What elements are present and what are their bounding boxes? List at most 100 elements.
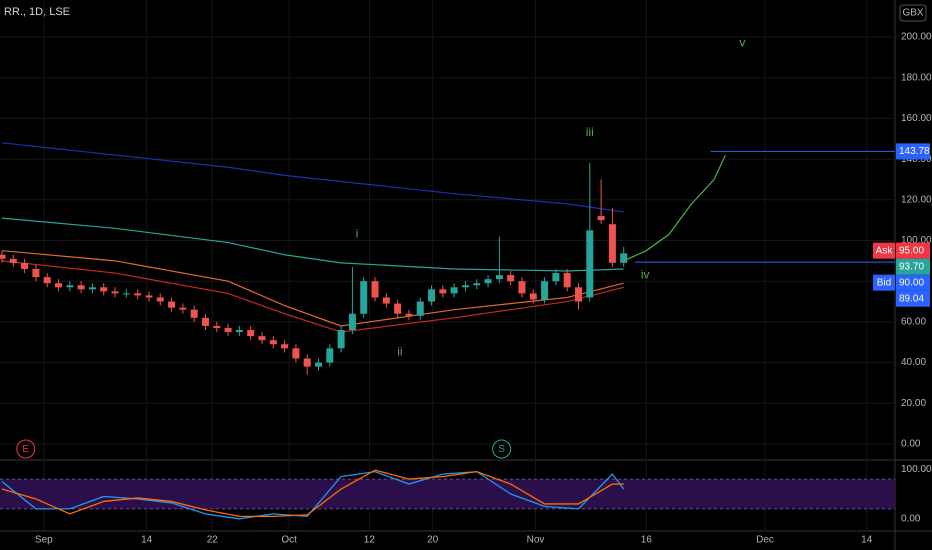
price-label: 90.00 [899,277,924,288]
candle-body [326,348,334,363]
candle-body [405,313,413,316]
candle-body [247,330,255,337]
y-tick-label: 60.00 [901,317,926,328]
x-tick-label: Dec [756,535,774,546]
candle-body [213,325,221,328]
event-marker [16,439,36,459]
x-tick-label: Sep [35,535,53,546]
price-tag: Bid [877,277,891,288]
x-tick-label: 22 [207,535,219,546]
x-tick-label: 12 [364,535,376,546]
y-tick-label: 160.00 [901,113,932,124]
candle-body [0,254,6,259]
tag-box [873,242,895,259]
currency: GBX [902,8,923,19]
candle-body [360,281,368,314]
candle-body [100,287,108,292]
moving-average [1,142,624,213]
candle-body [66,285,74,288]
candle-body [55,283,63,288]
y-tick-label: 180.00 [901,72,932,83]
candle-body [235,330,243,333]
price-label: 143.78 [899,146,930,157]
candle-body [43,277,51,284]
y-tick-label: 20.00 [901,398,926,409]
candle-body [439,289,447,294]
candle-body [473,283,481,286]
candle-body [620,253,628,263]
event-label: S [498,444,505,455]
price-label-box [896,242,930,259]
x-tick-label: 16 [641,535,653,546]
candle-body [281,344,289,349]
candle-body [156,297,164,302]
osc-tick-label: 100.00 [901,464,932,475]
price-label: 93.70 [899,261,924,272]
x-tick-label: Oct [281,535,297,546]
moving-average [1,217,624,272]
candle-body [179,307,187,310]
candle-body [428,289,436,302]
osc-line [1,470,625,520]
currency-box[interactable] [899,4,927,22]
oscillator-band [0,479,895,509]
candle-body [541,281,549,300]
candle-body [371,281,379,298]
candle-body [563,273,571,288]
candle-body [507,275,515,282]
candle-body [450,287,458,294]
y-tick-label: 0.00 [901,439,921,450]
candle-body [9,258,17,263]
candle-body [145,295,153,298]
price-label-box [896,258,930,275]
candle-body [88,287,96,290]
candle-body [552,273,560,282]
candle-body [315,362,323,367]
candle-body [416,301,424,316]
candle-body [518,281,526,294]
candle-body [111,291,119,294]
candle-body [461,285,469,288]
candle-body [21,262,29,269]
candle-body [597,216,605,221]
osc-line [1,469,624,517]
x-tick-label: 20 [427,535,439,546]
candle-body [77,285,85,290]
candle-body [134,293,142,296]
candle-body [32,268,40,278]
moving-average [1,250,624,327]
wave-label: iii [586,125,594,139]
candle-body [337,330,345,349]
projection [623,154,726,262]
chart-title: RR., 1D, LSE [4,6,70,18]
candle-body [292,348,300,359]
candle-body [608,224,616,263]
candle-body [258,336,266,341]
candle-body [303,358,311,367]
osc-tick-label: 0.00 [901,513,921,524]
price-tag: Ask [876,245,894,256]
candle-body [529,293,537,300]
y-tick-label: 200.00 [901,32,932,43]
price-label-box [896,274,930,291]
candle-body [495,275,503,280]
tag-box [873,274,895,291]
candle-body [382,297,390,304]
candle-body [201,317,209,326]
candle-body [348,313,356,331]
price-label-box [896,143,930,160]
wave-label: v [739,35,745,49]
candle-body [574,287,582,302]
moving-average [1,260,624,333]
candle-body [484,279,492,284]
wave-label: ii [397,345,402,359]
wave-label: i [356,227,359,241]
candle-body [190,309,198,318]
candle-body [122,293,130,295]
event-marker [492,439,512,459]
candle-body [168,301,176,308]
y-tick-label: 40.00 [901,357,926,368]
